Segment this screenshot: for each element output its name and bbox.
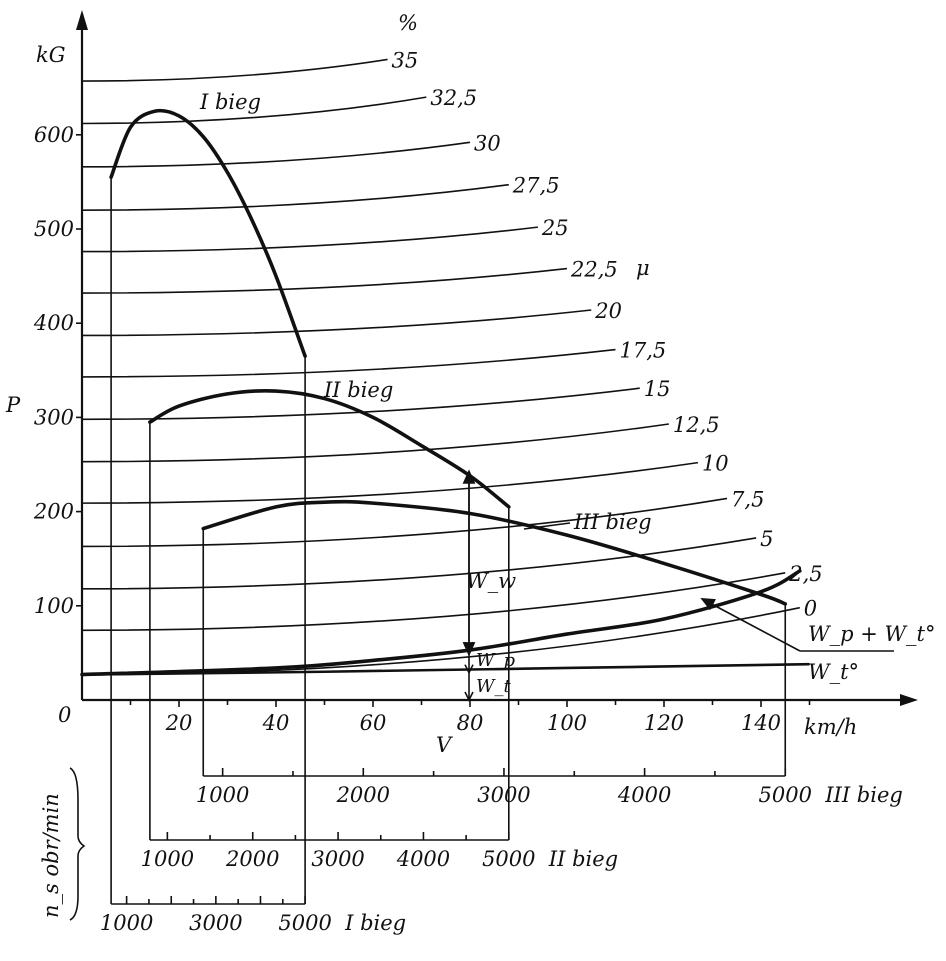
rpm-tick-label: 2000 [225, 847, 279, 871]
grade-curve [81, 572, 786, 632]
rpm-scale-group: 1000 2000 3000 4000 5000 III bieg 1000 2000 3000… [100, 768, 903, 935]
grade-curve-label: 22,5 [570, 258, 618, 282]
grade-curve-label: 35 [392, 48, 419, 72]
x-unit-label: km/h [804, 715, 857, 739]
grade-unit-label: % [398, 11, 418, 35]
y-axis-label: P [5, 393, 21, 417]
y-unit-label: kG [36, 43, 66, 67]
grade-curve [81, 497, 728, 548]
grade-curve [81, 96, 427, 125]
rpm-tick-label: 3000 [477, 783, 530, 807]
gear-3-label: III bieg [573, 510, 652, 534]
marker-arrowhead [464, 691, 474, 702]
y-tick-label: 200 [33, 500, 74, 524]
series-line [80, 569, 802, 677]
grade-curve [81, 606, 800, 676]
grade-curve-label: 7,5 [731, 487, 764, 511]
x-tick-label: 40 [262, 711, 290, 735]
y-axis-arrow [76, 10, 88, 30]
grade-curve-label: 5 [760, 527, 773, 551]
grade-curve [81, 423, 669, 463]
gear-2-label: II bieg [323, 378, 393, 402]
y-tick-label: 600 [34, 123, 74, 147]
y-tick-label: 100 [34, 594, 74, 618]
grade-curve-label: 0 [804, 597, 817, 621]
grade-curve [81, 461, 699, 504]
x-tick-label: 140 [741, 711, 781, 735]
force-marker [462, 469, 476, 702]
series-group [80, 108, 810, 677]
marker-arrowhead [464, 664, 474, 675]
y-tick-label: 400 [33, 311, 74, 335]
grade-curve [81, 226, 538, 253]
x-tick-label: 60 [360, 711, 387, 735]
rpm-tick-label: 5000 [278, 911, 331, 935]
gear-1-label: I bieg [199, 90, 261, 114]
grade-curve [81, 183, 509, 211]
rpm-tick-label: 5000 [759, 783, 812, 807]
series-line [81, 662, 810, 676]
x-tick-group: 20 40 60 80 100 120 140 [129, 700, 811, 735]
grade-axis-symbol: μ [636, 256, 650, 280]
sum-resistance-label: W_p + W_t° [808, 622, 936, 646]
grade-curve-label: 27,5 [512, 174, 560, 198]
grade-curve [81, 387, 640, 421]
rpm-scale-gear-label: III bieg [824, 783, 903, 807]
rpm-scale-gear-label: II bieg [548, 847, 618, 871]
grade-curve [81, 348, 616, 378]
rpm-tick-label: 3000 [311, 847, 364, 871]
grade-curve-label: 30 [474, 131, 501, 155]
grade-curve-label: 17,5 [620, 339, 667, 363]
rpm-tick-label: 4000 [617, 783, 671, 807]
x-axis-arrow [900, 694, 918, 706]
x-tick-label: 120 [644, 711, 684, 735]
marker-label-wp: W_p [476, 650, 516, 671]
rolling-resistance-label: W_t° [808, 660, 859, 684]
grade-curve [81, 141, 471, 168]
series-line [201, 499, 788, 606]
grade-curve [81, 58, 388, 82]
grade-curve-label: 15 [644, 377, 671, 401]
rpm-tick-label: 1000 [196, 783, 249, 807]
rpm-axis-brace [69, 767, 86, 921]
grade-curve-label: 20 [594, 299, 622, 323]
marker-label-ww: W_w [466, 569, 516, 593]
y-tick-group: 100 200 300 400 500 600 [33, 123, 82, 618]
grade-curve [81, 309, 592, 337]
grade-curve-label: 25 [541, 216, 569, 240]
series-line [109, 108, 307, 358]
rpm-scale-gear-label: I bieg [344, 911, 406, 935]
rpm-tick-label: 3000 [189, 911, 242, 935]
rpm-tick-label: 5000 [482, 847, 535, 871]
origin-label: 0 [58, 703, 71, 727]
x-tick-label: 100 [547, 711, 587, 735]
drop-line-group [110, 177, 787, 904]
y-tick-label: 500 [34, 217, 74, 241]
grade-curve-label: 12,5 [673, 413, 720, 437]
x-tick-label: 20 [165, 711, 193, 735]
marker-label-wt: W_t [476, 676, 512, 697]
gear-3-leader [523, 522, 571, 530]
rpm-axis-label: n_s obr/min [39, 793, 63, 918]
rpm-tick-label: 4000 [396, 847, 450, 871]
sum-resistance-leader [700, 597, 801, 652]
marker-arrowhead [464, 641, 474, 652]
rpm-tick-label: 2000 [336, 783, 390, 807]
rpm-tick-label: 1000 [141, 847, 194, 871]
x-tick-label: 80 [457, 711, 484, 735]
grade-curve [81, 267, 568, 294]
rpm-tick-label: 1000 [100, 911, 153, 935]
grade-curve-label: 32,5 [430, 86, 477, 110]
grade-curve [81, 537, 757, 590]
x-axis-label: V [436, 733, 453, 757]
y-tick-label: 300 [34, 405, 74, 429]
grade-curve-label: 10 [702, 452, 729, 476]
series-line [148, 388, 511, 509]
